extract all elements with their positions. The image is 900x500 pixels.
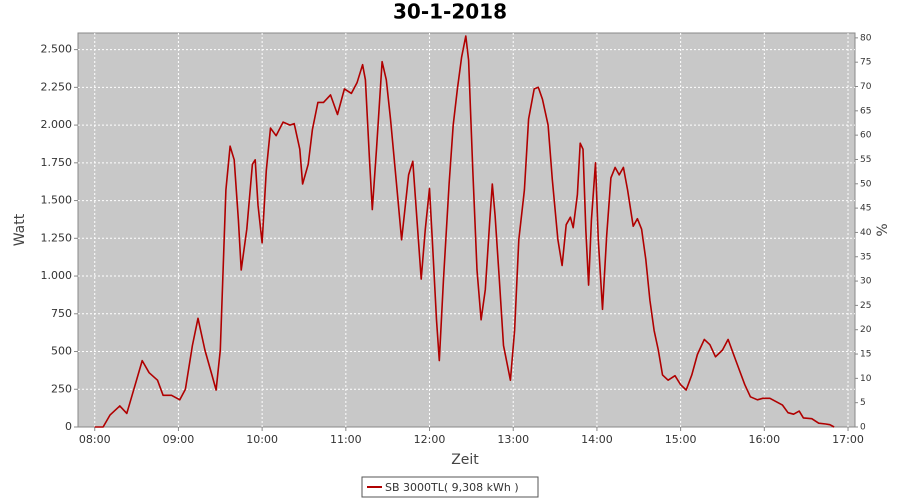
x-tick-label: 10:00: [246, 433, 278, 446]
y2-tick-label: 35: [860, 252, 871, 262]
y2-tick-label: 65: [860, 106, 871, 116]
y2-tick-label: 10: [860, 374, 872, 384]
x-tick-label: 11:00: [330, 433, 362, 446]
y-tick-label: 2.000: [41, 118, 73, 131]
y-tick-label: 750: [51, 307, 72, 320]
y-tick-label: 1.250: [41, 231, 73, 244]
legend-box: [361, 476, 539, 498]
y-tick-label: 2.500: [41, 43, 73, 56]
y-tick-label: 0: [65, 420, 72, 433]
y-tick-label: 1.750: [41, 156, 73, 169]
x-tick-label: 16:00: [748, 433, 780, 446]
y-tick-label: 2.250: [41, 80, 73, 93]
x-tick-label: 15:00: [665, 433, 697, 446]
y2-tick-label: 0: [860, 423, 866, 433]
y2-tick-label: 45: [860, 204, 871, 214]
y2-tick-label: 40: [860, 228, 872, 238]
x-tick-label: 14:00: [581, 433, 613, 446]
series-line: [94, 35, 835, 428]
x-tick-label: 08:00: [79, 433, 111, 446]
y2-tick-label: 20: [860, 325, 872, 335]
y2-tick-label: 70: [860, 82, 872, 92]
x-tick-label: 09:00: [163, 433, 195, 446]
y2-tick-label: 80: [860, 33, 872, 43]
x-tick-label: 13:00: [497, 433, 529, 446]
x-tick-label: 17:00: [832, 433, 864, 446]
y2-tick-label: 75: [860, 58, 871, 68]
legend-label: SB 3000TL( 9,308 kWh ): [385, 481, 519, 494]
y2-tick-label: 50: [860, 179, 872, 189]
legend: [361, 476, 539, 498]
x-tick-label: 12:00: [414, 433, 446, 446]
y-tick-label: 500: [51, 345, 72, 358]
y-axis-label: Watt: [12, 213, 28, 246]
y2-tick-label: 5: [860, 398, 866, 408]
y2-tick-label: 55: [860, 155, 871, 165]
x-axis-label: Zeit: [451, 452, 479, 468]
y2-axis-label: %: [875, 223, 891, 236]
y2-tick-label: 30: [860, 277, 872, 287]
y2-tick-label: 15: [860, 350, 871, 360]
y2-tick-label: 25: [860, 301, 871, 311]
y-tick-label: 1.000: [41, 269, 73, 282]
y-tick-label: 250: [51, 382, 72, 395]
chart-title: 30-1-2018: [393, 0, 507, 24]
y-tick-label: 1.500: [41, 194, 73, 207]
y2-tick-label: 60: [860, 131, 872, 141]
